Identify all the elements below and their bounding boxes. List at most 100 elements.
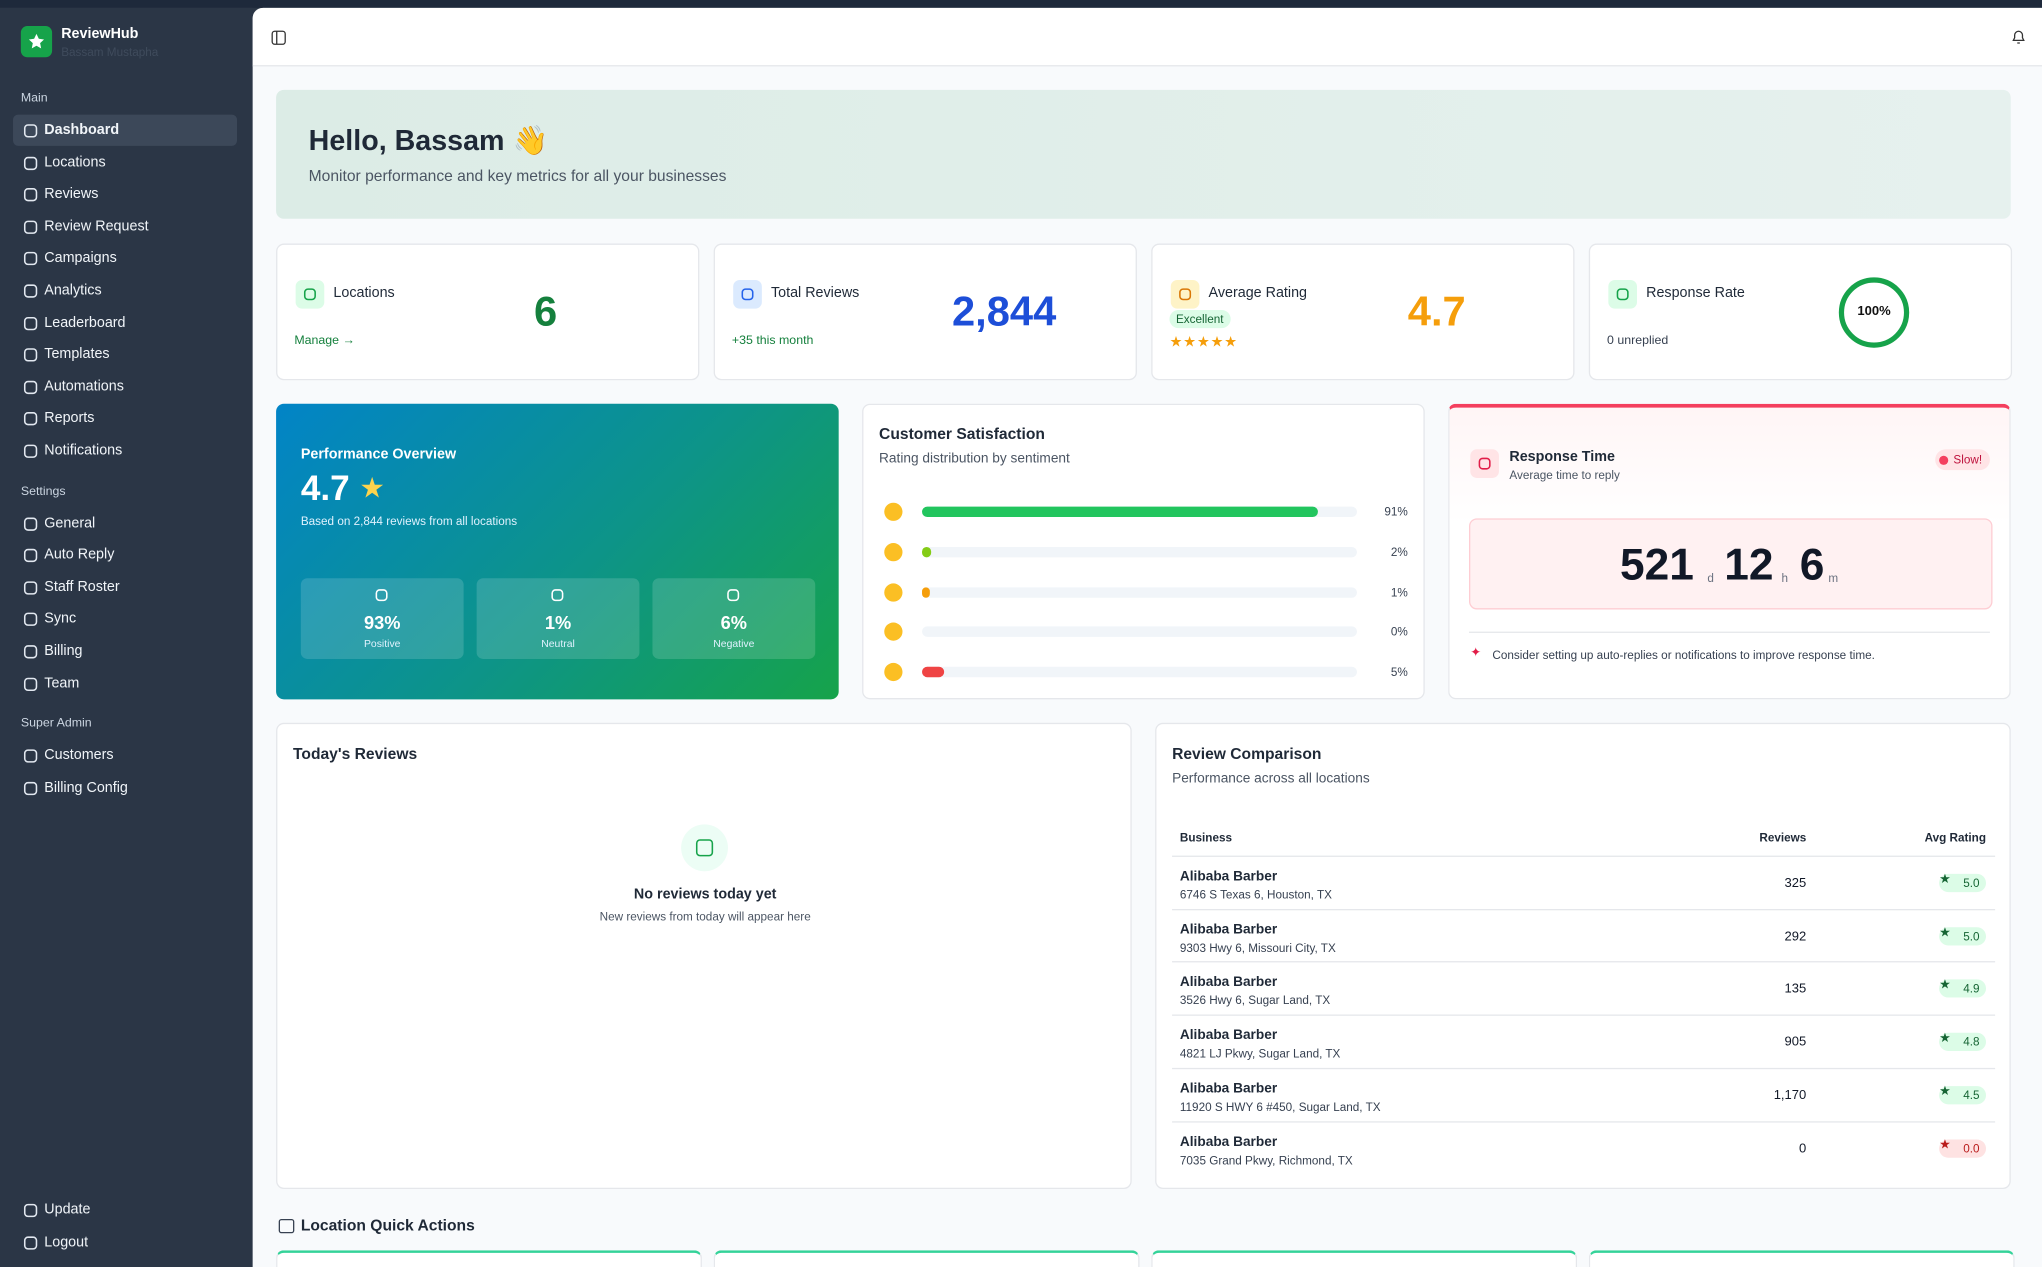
- bar: [922, 546, 931, 558]
- icon: [23, 1203, 38, 1218]
- icon: [23, 124, 38, 138]
- row-divider: [1172, 908, 1996, 910]
- nav-item[interactable]: Automations: [13, 371, 237, 402]
- nav-label: Locations: [44, 154, 106, 171]
- icon: [1478, 457, 1491, 470]
- perf-note: Based on 2,844 reviews from all location…: [300, 514, 518, 528]
- perf-star: ★: [359, 471, 386, 504]
- icon-shape: [23, 316, 38, 330]
- nav-item[interactable]: Staff Roster: [13, 571, 237, 602]
- icon: [23, 517, 38, 531]
- icon: [23, 749, 38, 763]
- icon: [23, 645, 38, 659]
- rating-badge: 0.0: [1939, 1138, 1987, 1158]
- rt-value: 521: [1620, 540, 1694, 590]
- icon-shape: [23, 749, 38, 763]
- icon: [695, 839, 714, 857]
- rt-tip: Consider setting up auto-replies or noti…: [1492, 648, 1875, 662]
- nav-item[interactable]: Sync: [13, 603, 237, 634]
- nav-item[interactable]: Notifications: [13, 435, 237, 466]
- review-count: 1,170: [1773, 1088, 1807, 1103]
- location-card: [1151, 1250, 1578, 1267]
- icon-shape: [23, 156, 38, 170]
- nav-item[interactable]: Update: [13, 1194, 237, 1225]
- nav-item[interactable]: Review Request: [13, 211, 237, 242]
- stat-icon: [295, 279, 325, 309]
- perf-title: Performance Overview: [300, 446, 457, 463]
- business-name: Alibaba Barber: [1179, 1133, 1278, 1150]
- bar: [922, 667, 944, 678]
- rating-badge: 4.5: [1939, 1085, 1987, 1105]
- nav-item[interactable]: Reports: [13, 403, 237, 434]
- icon-shape: [303, 288, 316, 301]
- nav-item[interactable]: Campaigns: [13, 243, 237, 274]
- icon-shape: [23, 188, 38, 202]
- icon-shape: [1179, 288, 1192, 301]
- nav-item[interactable]: General: [13, 507, 237, 538]
- icon-shape: [23, 284, 38, 298]
- nav-label: Billing: [44, 643, 83, 659]
- nav-label: General: [44, 515, 96, 531]
- row-divider: [1172, 1067, 1996, 1069]
- stat-card: Response Rate 0 unreplied 100%: [1588, 243, 2013, 381]
- icon-shape: [23, 581, 38, 595]
- sentiment-face: [884, 623, 903, 642]
- business-name: Alibaba Barber: [1179, 868, 1278, 885]
- business-address: 3526 Hwy 6, Sugar Land, TX: [1179, 994, 1331, 1008]
- nav-item[interactable]: Auto Reply: [13, 539, 237, 570]
- bar-label: 1%: [1390, 585, 1408, 599]
- nav-item[interactable]: Templates: [13, 339, 237, 370]
- rating-badge: 5.0: [1939, 926, 1987, 946]
- banner: Hello, Bassam 👋 Monitor performance and …: [276, 89, 2011, 219]
- nav-label: Auto Reply: [44, 547, 115, 563]
- rating-star: ★: [1939, 1084, 1951, 1099]
- icon: [551, 589, 564, 602]
- sidebar-toggle[interactable]: [271, 30, 287, 46]
- rating-badge: 4.8: [1939, 1032, 1987, 1052]
- rating-star: ★: [1939, 978, 1951, 993]
- badge: Slow!: [1935, 449, 1990, 471]
- sentiment-face: [884, 502, 903, 521]
- nav-item[interactable]: Logout: [13, 1226, 237, 1257]
- icon: [23, 156, 38, 170]
- stat-note: Manage →: [294, 333, 355, 348]
- nav-item[interactable]: Customers: [13, 740, 237, 771]
- response-time-card: Response Time Average time to reply Slow! 5…: [1448, 403, 2011, 700]
- rating-star: ★: [1939, 872, 1951, 887]
- perf-tile: 6% Negative: [652, 578, 816, 659]
- tile-value: 93%: [363, 612, 401, 633]
- icon-shape: [551, 589, 564, 602]
- icon-shape: [23, 549, 38, 563]
- nav-label: Reviews: [44, 186, 99, 203]
- icon-shape: [23, 1203, 38, 1218]
- nav-item[interactable]: Billing Config: [13, 772, 237, 803]
- nav-item[interactable]: Locations: [13, 147, 237, 178]
- icon: [23, 188, 38, 202]
- stat-note: 0 unreplied: [1607, 333, 1669, 348]
- bell-icon[interactable]: [2011, 29, 2027, 46]
- icon-shape: [23, 252, 38, 266]
- nav-item[interactable]: Team: [13, 668, 237, 699]
- section-title: Location Quick Actions: [300, 1216, 475, 1235]
- rating-star: ★: [1939, 1031, 1951, 1046]
- rt-value: 12: [1724, 540, 1774, 590]
- nav-item[interactable]: Analytics: [13, 275, 237, 306]
- perf-tile: 1% Neutral: [476, 578, 640, 659]
- location-card: [1588, 1250, 2015, 1267]
- nav-label: Sync: [44, 611, 77, 627]
- star: ★: [1210, 334, 1224, 351]
- nav-item[interactable]: Leaderboard: [13, 307, 237, 338]
- nav-item[interactable]: Dashboard: [13, 114, 238, 146]
- nav-item[interactable]: Reviews: [13, 179, 237, 210]
- icon-shape: [23, 517, 38, 531]
- icon: [23, 444, 38, 458]
- icon: [23, 1235, 38, 1250]
- icon: [23, 549, 38, 563]
- header: [252, 7, 2042, 67]
- sentiment-face: [884, 582, 903, 602]
- bar-track: [922, 626, 1357, 638]
- nav-item[interactable]: Billing: [13, 636, 237, 667]
- icon: [23, 284, 38, 298]
